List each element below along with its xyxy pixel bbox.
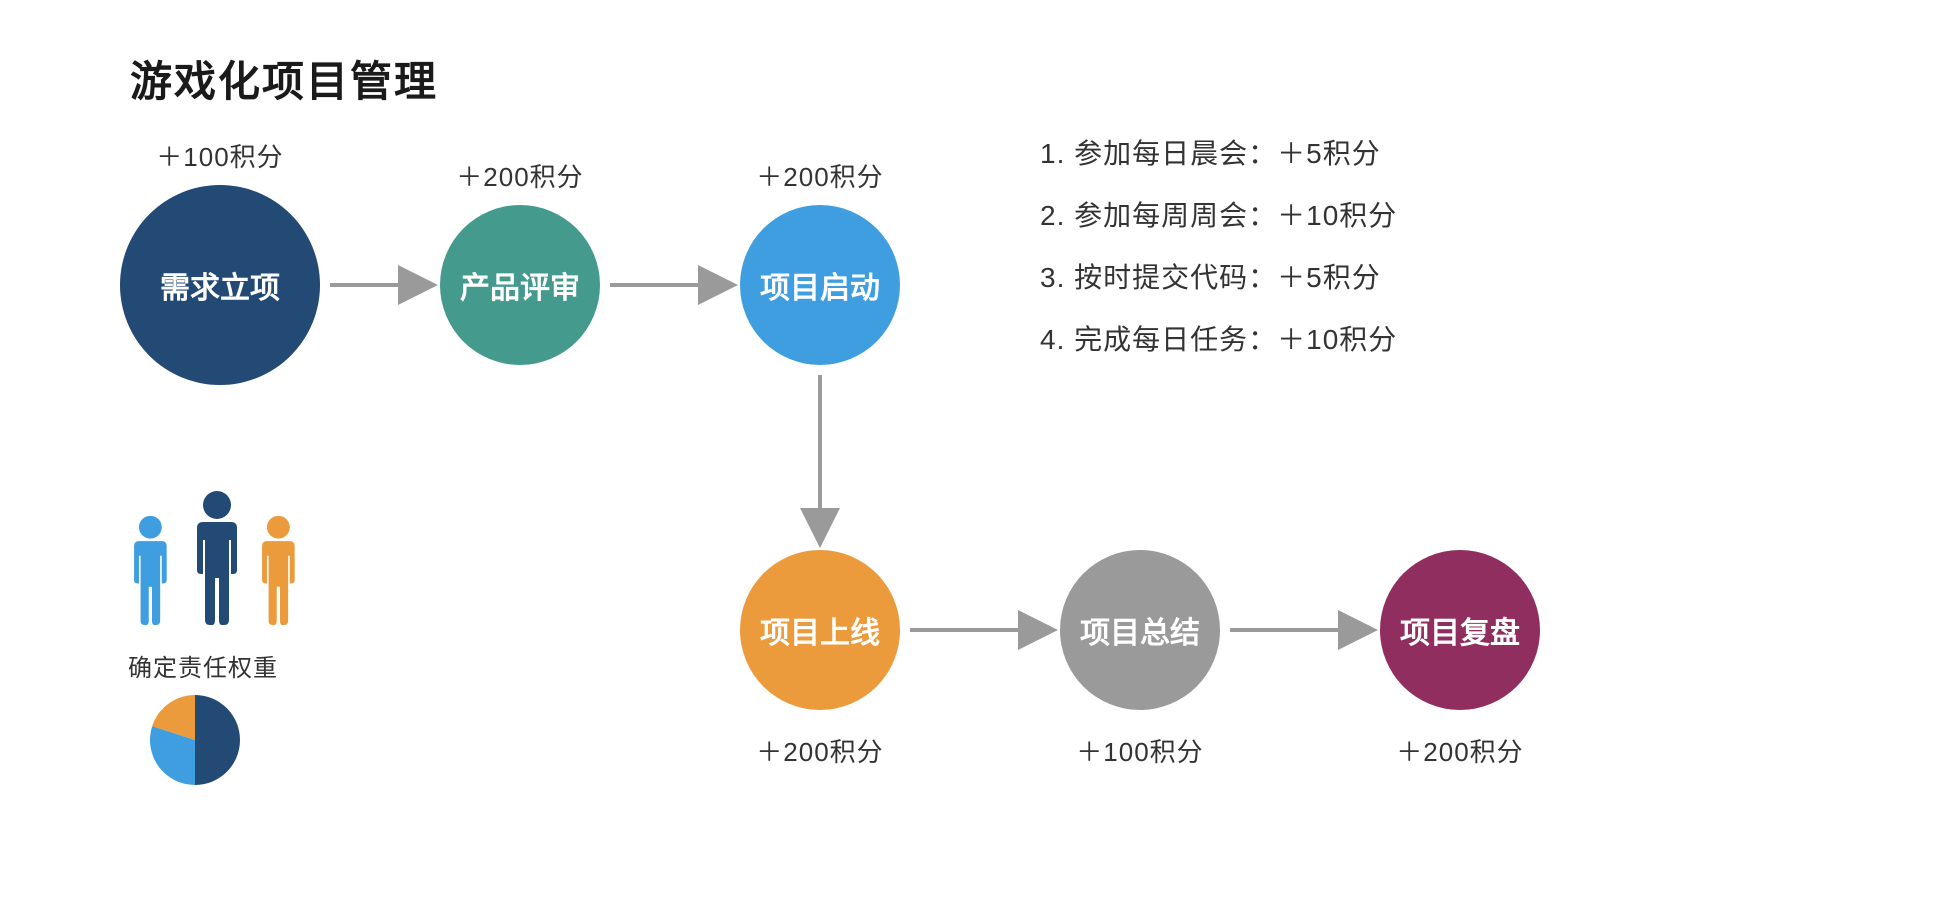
pie-slice-3 [152, 695, 195, 740]
page-title: 游戏化项目管理 [130, 48, 438, 109]
pie-slice-1 [195, 695, 240, 785]
flow-node-n2: 产品评审 [440, 205, 600, 365]
rule-item-3: 3. 按时提交代码：＋5积分 [1040, 264, 1381, 292]
points-label-n2: ＋200积分 [420, 157, 620, 194]
person-icon-2 [197, 491, 237, 625]
rule-item-2: 2. 参加每周周会：＋10积分 [1040, 202, 1397, 230]
flow-node-n1: 需求立项 [120, 185, 320, 385]
points-label-n3: ＋200积分 [720, 157, 920, 194]
flow-node-n6: 项目复盘 [1380, 550, 1540, 710]
points-label-n1: ＋100积分 [120, 137, 320, 174]
points-label-n6: ＋200积分 [1360, 732, 1560, 769]
rule-item-4: 4. 完成每日任务：＋10积分 [1040, 326, 1397, 354]
rule-item-1: 1. 参加每日晨会：＋5积分 [1040, 140, 1381, 168]
pie-slice-2 [150, 726, 195, 785]
points-label-n4: ＋200积分 [720, 732, 920, 769]
flow-node-n3: 项目启动 [740, 205, 900, 365]
points-label-n5: ＋100积分 [1040, 732, 1240, 769]
diagram-overlay [0, 0, 1960, 900]
person-icon-3 [262, 516, 295, 625]
flow-node-n5: 项目总结 [1060, 550, 1220, 710]
flow-node-n4: 项目上线 [740, 550, 900, 710]
person-icon-1 [134, 516, 167, 625]
legend-label: 确定责任权重 [128, 648, 278, 683]
